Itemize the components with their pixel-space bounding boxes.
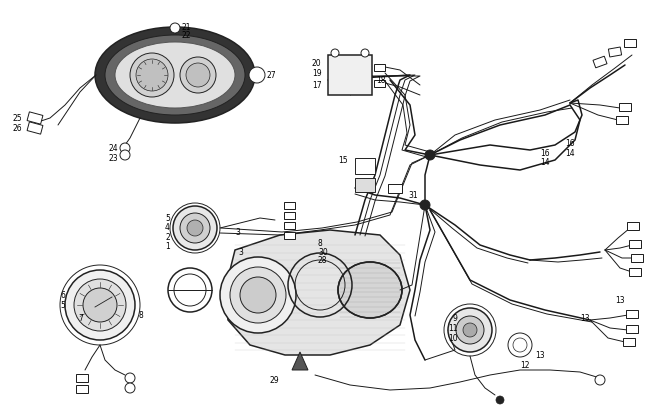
Circle shape: [83, 288, 117, 322]
Polygon shape: [616, 116, 628, 124]
Text: 6: 6: [60, 291, 65, 299]
Polygon shape: [626, 310, 638, 318]
Polygon shape: [629, 268, 641, 276]
Polygon shape: [285, 231, 296, 239]
Text: 10: 10: [448, 333, 458, 342]
Ellipse shape: [95, 27, 255, 123]
Polygon shape: [627, 222, 639, 230]
Polygon shape: [626, 325, 638, 333]
Text: 13: 13: [580, 313, 590, 323]
Text: 21: 21: [181, 23, 190, 32]
Text: 8: 8: [318, 239, 323, 247]
Text: 15: 15: [338, 155, 348, 165]
Circle shape: [125, 373, 135, 383]
Text: 30: 30: [318, 247, 328, 257]
Polygon shape: [593, 56, 607, 68]
Ellipse shape: [186, 63, 210, 87]
Ellipse shape: [338, 262, 402, 318]
Ellipse shape: [136, 59, 168, 91]
Polygon shape: [619, 103, 631, 111]
Circle shape: [120, 150, 130, 160]
Text: 3: 3: [235, 228, 240, 236]
Polygon shape: [285, 221, 296, 228]
Circle shape: [420, 200, 430, 210]
Text: 8: 8: [138, 310, 143, 320]
Polygon shape: [631, 254, 643, 262]
Text: 9: 9: [453, 313, 458, 323]
Polygon shape: [76, 374, 88, 382]
Text: 7: 7: [78, 313, 83, 323]
Circle shape: [331, 49, 339, 57]
Polygon shape: [27, 122, 43, 134]
Text: 5: 5: [165, 213, 170, 223]
Polygon shape: [285, 202, 296, 208]
Circle shape: [230, 267, 286, 323]
Circle shape: [187, 220, 203, 236]
Circle shape: [496, 396, 504, 404]
Circle shape: [65, 270, 135, 340]
Bar: [355, 178, 375, 192]
Text: 23: 23: [108, 153, 118, 163]
Polygon shape: [624, 39, 636, 47]
Text: 26: 26: [12, 123, 21, 132]
Circle shape: [220, 257, 296, 333]
Polygon shape: [76, 385, 88, 393]
Polygon shape: [292, 352, 308, 370]
Circle shape: [463, 323, 477, 337]
Text: 27: 27: [267, 71, 277, 79]
Polygon shape: [629, 240, 641, 248]
Circle shape: [125, 383, 135, 393]
Ellipse shape: [249, 67, 265, 83]
Ellipse shape: [130, 53, 174, 97]
Circle shape: [240, 277, 276, 313]
Polygon shape: [27, 112, 43, 124]
Polygon shape: [388, 184, 402, 192]
Polygon shape: [623, 338, 635, 346]
Text: 18: 18: [376, 76, 385, 84]
Ellipse shape: [180, 57, 216, 93]
Text: 13: 13: [535, 351, 545, 360]
Text: 4: 4: [165, 223, 170, 231]
Text: 17: 17: [312, 81, 322, 89]
Circle shape: [448, 308, 492, 352]
Text: 5: 5: [60, 300, 65, 310]
Text: 11: 11: [448, 323, 458, 333]
Circle shape: [595, 375, 605, 385]
Text: 29: 29: [270, 375, 280, 384]
Bar: [328, 55, 372, 95]
Circle shape: [74, 279, 126, 331]
Circle shape: [170, 23, 180, 33]
Ellipse shape: [105, 35, 245, 115]
Text: 24: 24: [108, 144, 118, 152]
Text: 22: 22: [181, 31, 190, 39]
Circle shape: [120, 143, 130, 153]
Text: 25: 25: [12, 113, 21, 123]
Text: 1: 1: [165, 241, 170, 250]
Polygon shape: [608, 47, 621, 57]
Text: 14: 14: [540, 158, 550, 166]
Polygon shape: [374, 79, 385, 87]
Text: 2: 2: [165, 233, 170, 241]
Text: 16: 16: [565, 139, 575, 147]
Text: 12: 12: [520, 360, 530, 370]
Text: 3: 3: [238, 247, 243, 257]
Circle shape: [361, 49, 369, 57]
Text: 20: 20: [312, 58, 322, 68]
Bar: [355, 158, 375, 174]
Polygon shape: [225, 230, 410, 355]
Text: 13: 13: [615, 296, 625, 304]
Circle shape: [456, 316, 484, 344]
Text: 28: 28: [318, 255, 328, 265]
Text: 31: 31: [408, 191, 417, 200]
Polygon shape: [285, 212, 296, 218]
Text: 16: 16: [540, 149, 550, 158]
Ellipse shape: [115, 42, 235, 108]
Text: 14: 14: [565, 149, 575, 158]
Circle shape: [180, 213, 210, 243]
Text: 19: 19: [312, 68, 322, 78]
Circle shape: [425, 150, 435, 160]
Polygon shape: [374, 63, 385, 71]
Circle shape: [173, 206, 217, 250]
